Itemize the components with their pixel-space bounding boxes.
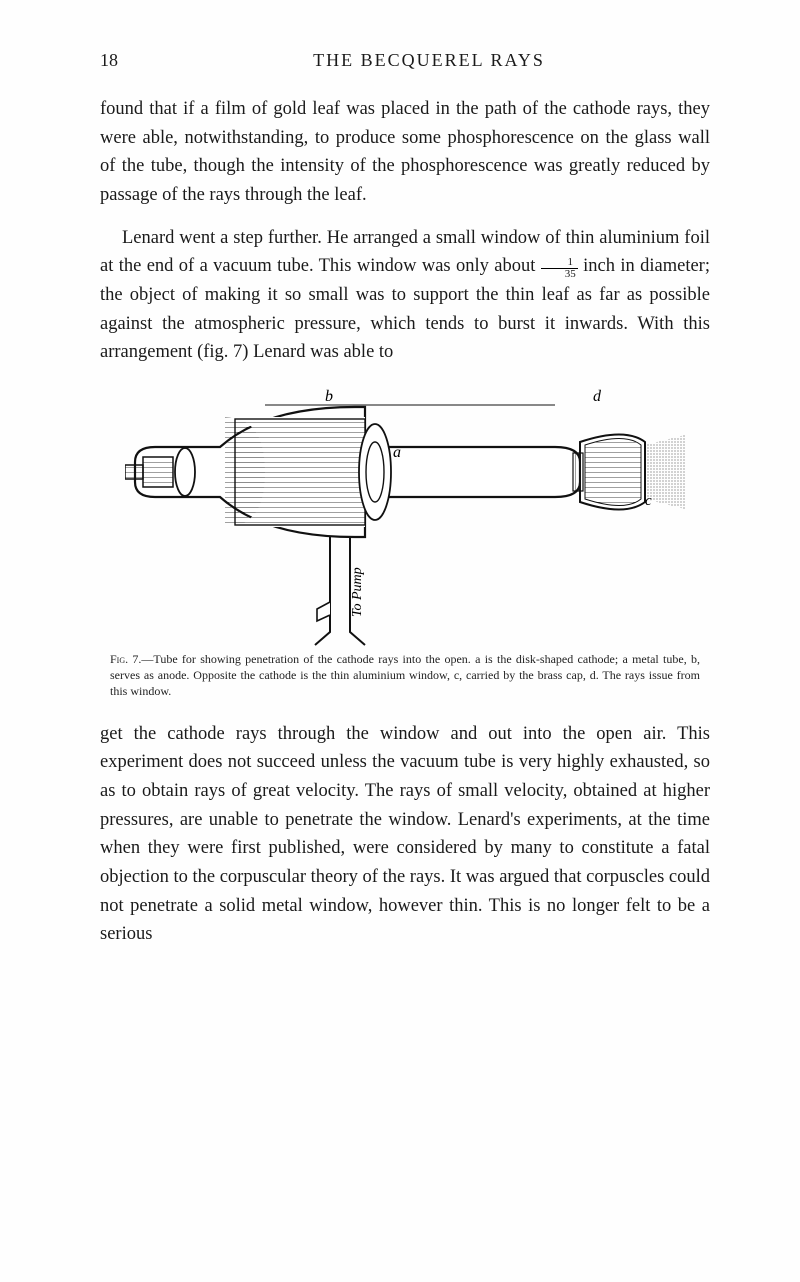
fraction-1-35: 135 [541, 257, 578, 280]
figure-7-caption: Fig. 7.—Tube for showing penetration of … [110, 651, 700, 700]
figure-label-c: c [645, 493, 652, 509]
fraction-denominator: 35 [541, 269, 578, 280]
figure-label-d: d [593, 388, 602, 405]
figure-label-pump: To Pump [350, 567, 365, 617]
figure-label-a: a [393, 444, 401, 461]
paragraph-1: found that if a film of gold leaf was pl… [100, 95, 710, 210]
figure-label-b: b [325, 388, 333, 405]
page-number: 18 [100, 50, 118, 71]
caption-lead: Fig. 7. [110, 652, 141, 666]
paragraph-3: get the cathode rays through the window … [100, 720, 710, 949]
chapter-title: THE BECQUEREL RAYS [148, 50, 710, 71]
figure-7: a b d c To Pump Fig. [100, 387, 710, 700]
figure-7-svg: a b d c To Pump [125, 387, 685, 647]
caption-body: —Tube for showing penetration of the cat… [110, 652, 700, 698]
paragraph-2: Lenard went a step further. He arranged … [100, 224, 710, 367]
